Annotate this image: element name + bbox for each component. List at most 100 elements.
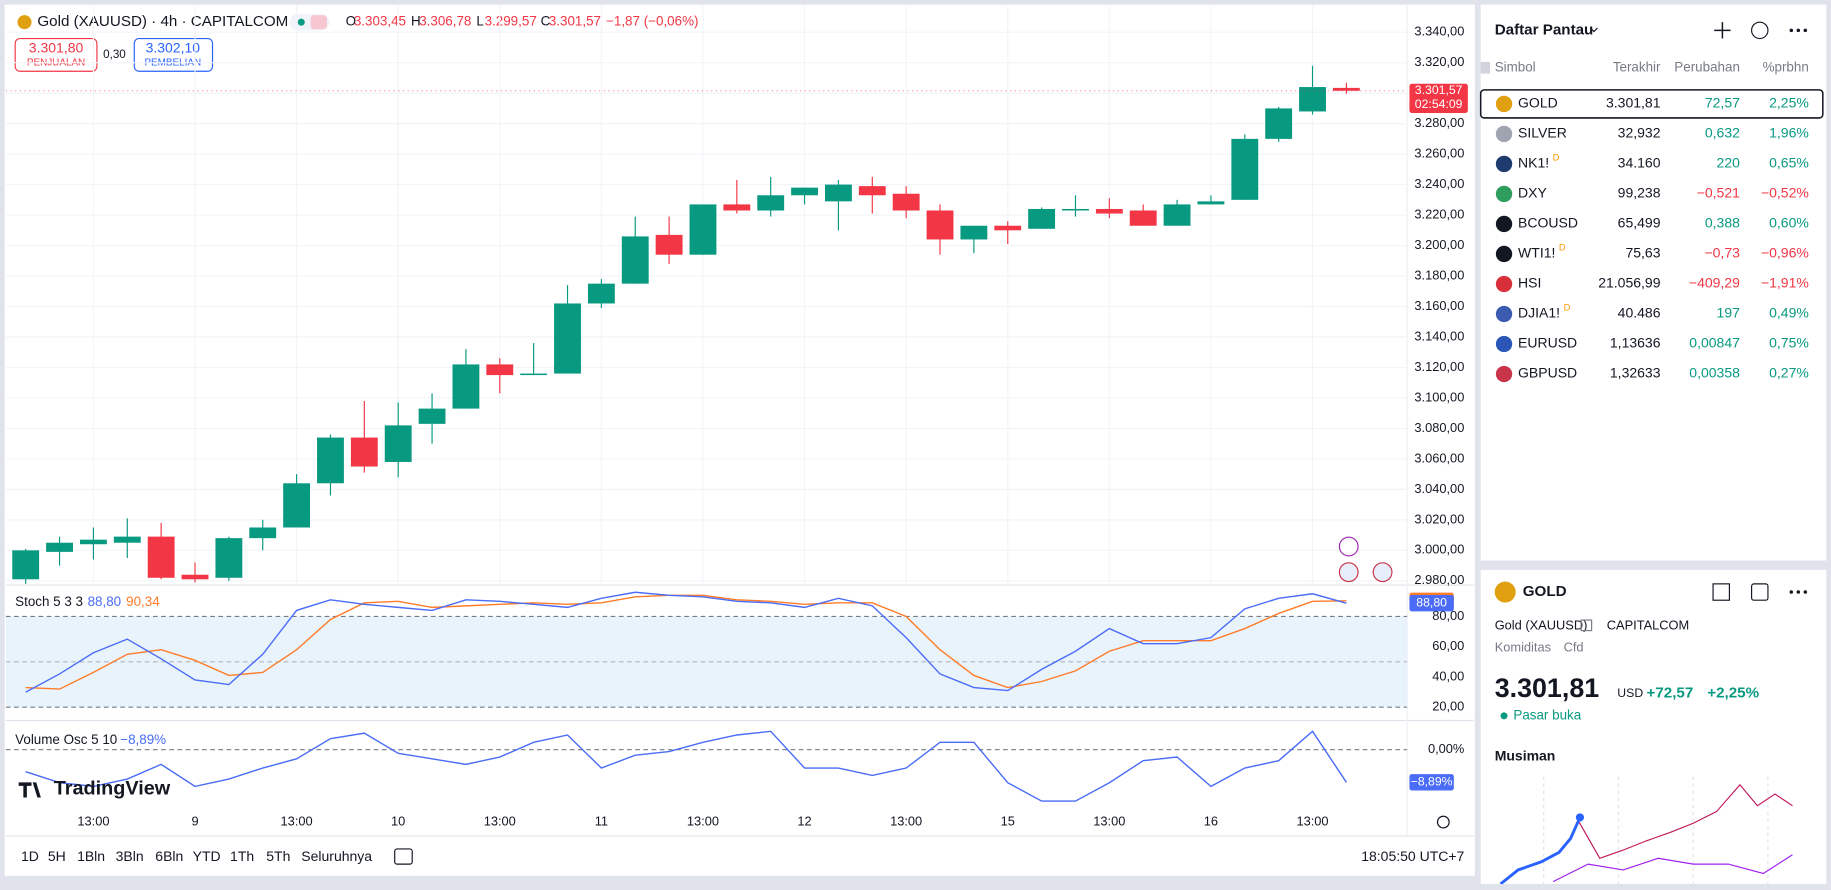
candle-body	[960, 225, 988, 240]
pane-value: 90,34	[126, 594, 160, 609]
layout-icon[interactable]	[1712, 583, 1730, 601]
select-all[interactable]	[1480, 61, 1491, 74]
settings-icon[interactable]	[1436, 815, 1450, 829]
details-category: Komiditas	[1495, 639, 1551, 654]
column-header: %prbhn	[1763, 59, 1809, 74]
range-button[interactable]: Seluruhnya	[301, 848, 372, 864]
details-change: +72,57	[1646, 685, 1693, 702]
menu-dot[interactable]	[1789, 590, 1794, 594]
last-price: 3.301,57	[1415, 83, 1463, 97]
buy-price: 3.302,10	[146, 40, 201, 56]
range-button[interactable]: YTD	[193, 848, 221, 864]
row-change: 0,00358	[1689, 365, 1740, 381]
candle-body	[283, 483, 311, 528]
range-button[interactable]: 1Bln	[77, 848, 105, 864]
selected-row[interactable]	[1479, 89, 1824, 119]
x-tick-label: 11	[595, 813, 608, 828]
row-symbol: DXY	[1518, 185, 1547, 201]
logo-mark	[18, 782, 41, 798]
details-section: Musiman	[1495, 747, 1556, 763]
y-tick-label: 3.200,00	[1414, 237, 1464, 252]
edit-icon[interactable]	[1751, 583, 1769, 601]
menu-dot[interactable]	[1796, 28, 1801, 33]
row-pct: −1,91%	[1761, 275, 1809, 291]
symbol-icon	[1495, 245, 1513, 263]
countdown: 02:54:09	[1415, 97, 1463, 111]
symbol-icon	[1495, 155, 1513, 173]
candle-body	[215, 538, 243, 578]
candle-body	[1299, 87, 1326, 112]
row-last: 40.486	[1618, 305, 1661, 321]
range-button[interactable]: 5Th	[266, 848, 290, 864]
row-symbol: DJIA1!	[1518, 305, 1560, 321]
menu-dot[interactable]	[1789, 28, 1794, 33]
y-tick-label: 3.240,00	[1414, 176, 1464, 191]
range-button[interactable]: 3Bln	[116, 848, 144, 864]
logo: TradingView	[54, 778, 171, 800]
date-range-icon[interactable]	[394, 848, 413, 865]
external-link-icon[interactable]	[1580, 619, 1593, 632]
candle-body	[249, 527, 277, 539]
x-tick-label: 13:00	[484, 813, 516, 828]
row-symbol: NK1!	[1518, 155, 1549, 171]
range-button[interactable]: 1Th	[230, 848, 254, 864]
indicator-dot	[297, 18, 305, 26]
y-tick-label: 3.220,00	[1414, 206, 1464, 221]
status-dot	[1500, 712, 1508, 720]
pane-value: 88,80	[88, 594, 122, 609]
candle-body	[858, 186, 886, 196]
change: −1,87 (−0,06%)	[606, 14, 698, 29]
x-tick-label: 13:00	[687, 813, 719, 828]
alert-icon[interactable]	[1338, 536, 1359, 557]
details-status: Pasar buka	[1513, 707, 1581, 722]
ohlc-value: 3.306,78	[419, 14, 471, 29]
candle-body	[46, 542, 73, 552]
row-symbol: WTI1!	[1518, 245, 1555, 261]
season-point	[1575, 813, 1585, 822]
event-icon[interactable]	[1338, 562, 1359, 583]
y-tick-label: 3.120,00	[1414, 359, 1464, 374]
row-pct: 0,27%	[1769, 365, 1809, 381]
pane-title: Stoch 5 3 3	[15, 594, 83, 609]
widget-icon[interactable]	[1751, 21, 1769, 40]
candle-body	[317, 437, 344, 484]
menu-dot[interactable]	[1796, 590, 1801, 594]
row-change: −0,521	[1697, 185, 1740, 201]
value-badge	[1409, 774, 1454, 791]
symbol-title: Gold (XAUUSD) · 4h · CAPITALCOM	[37, 13, 288, 30]
band	[5, 616, 1408, 708]
x-tick-label: 9	[191, 813, 198, 828]
dropdown-icon[interactable]	[1590, 27, 1598, 33]
ohlc-value: 3.303,45	[354, 14, 406, 29]
menu-dot[interactable]	[1803, 28, 1808, 33]
y-tick-label: 3.180,00	[1414, 267, 1464, 282]
details-kind: Cfd	[1564, 639, 1584, 654]
y-tick-label: 3.280,00	[1414, 115, 1464, 130]
symbol-icon	[1495, 365, 1513, 383]
row-last: 21.056,99	[1598, 275, 1660, 291]
menu-dot[interactable]	[1803, 590, 1808, 594]
candle-body	[350, 437, 378, 467]
row-symbol: GOLD	[1518, 95, 1558, 111]
row-symbol: GBPUSD	[1518, 365, 1577, 381]
range-button[interactable]: 5H	[48, 848, 66, 864]
row-badge: D	[1553, 153, 1560, 163]
candle-body	[621, 236, 649, 284]
y-tick-label: 3.060,00	[1414, 450, 1464, 465]
range-button[interactable]: 6Bln	[155, 848, 183, 864]
candle-body	[926, 210, 954, 240]
watchlist-title: Daftar Pantau	[1495, 21, 1594, 38]
y-tick-label: 3.320,00	[1414, 54, 1464, 69]
x-tick-label: 13:00	[77, 813, 109, 828]
candle-body	[587, 283, 615, 304]
event-icon[interactable]	[1372, 562, 1393, 583]
symbol-icon	[1495, 95, 1513, 113]
row-last: 32,932	[1618, 125, 1661, 141]
row-last: 1,13636	[1610, 335, 1661, 351]
range-button[interactable]: 1D	[21, 848, 39, 864]
row-badge: D	[1559, 243, 1566, 253]
add-icon[interactable]	[1714, 22, 1731, 39]
season-line	[1552, 854, 1793, 883]
details-panel	[1480, 569, 1827, 884]
